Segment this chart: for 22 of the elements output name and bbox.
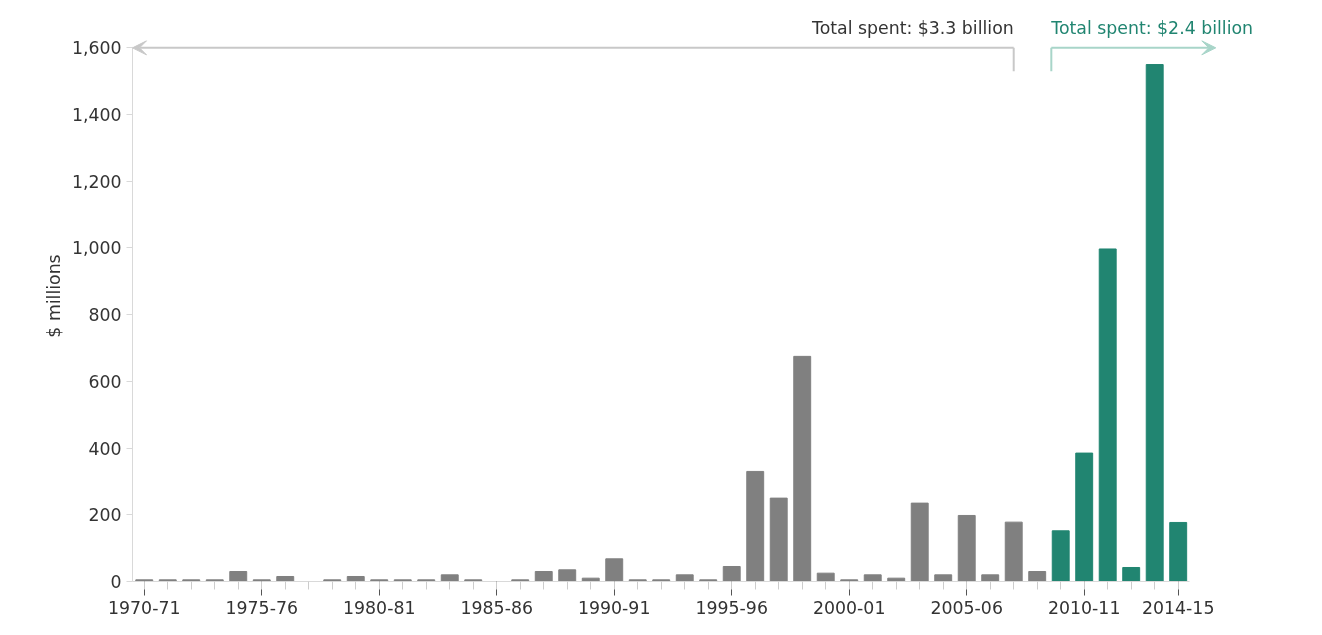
x-tick-label: 1985-86 [460,597,533,618]
text: Total spent: $3.3 billion [810,17,1014,38]
x-tick-label: 2000-01 [813,597,886,618]
y-tick-label: 0 [110,572,122,592]
y-tick-label: 1,200 [71,171,122,192]
x-tick-label: 1975-76 [225,597,298,618]
y-tick-label: 200 [88,505,122,526]
text: Total spent: $2.4 billion [1050,17,1254,38]
y-axis-title: $ millions [43,254,64,338]
x-tick-label: 1970-71 [108,597,181,618]
x-tick-label: 2014-15 [1142,597,1215,618]
x-tick-label: 2005-06 [930,597,1003,618]
y-tick-label: 1,600 [71,38,122,59]
x-tick-label: 1995-96 [695,597,768,618]
y-tick-label: 400 [88,438,122,459]
y-tick-label: 800 [88,305,122,326]
x-tick-label: 2010-11 [1048,597,1121,618]
y-tick-label: 1,400 [71,105,122,126]
y-tick-label: 600 [88,371,122,392]
x-tick-label: 1990-91 [578,597,651,618]
x-tick-label: 1980-81 [343,597,416,618]
y-tick-label: 1,000 [71,238,122,259]
